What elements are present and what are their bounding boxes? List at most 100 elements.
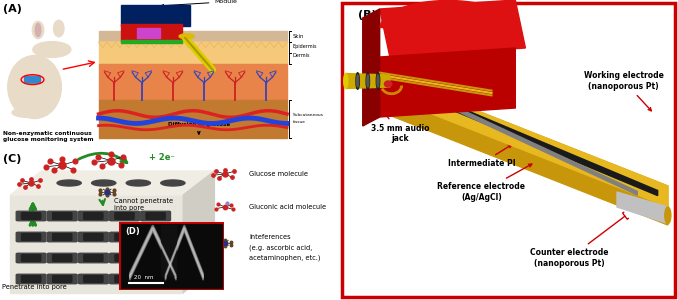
Ellipse shape xyxy=(367,75,369,87)
Point xyxy=(67,167,78,172)
Point xyxy=(102,193,113,198)
FancyBboxPatch shape xyxy=(146,255,165,261)
FancyBboxPatch shape xyxy=(47,211,77,221)
FancyBboxPatch shape xyxy=(119,222,224,290)
Polygon shape xyxy=(386,75,668,225)
Text: Subcutaneous: Subcutaneous xyxy=(293,113,324,117)
Polygon shape xyxy=(363,9,380,126)
Bar xyxy=(121,24,182,40)
Point xyxy=(220,241,231,245)
Point xyxy=(20,184,31,189)
Ellipse shape xyxy=(57,180,81,186)
FancyBboxPatch shape xyxy=(146,234,165,240)
Text: acetaminophen, etc.): acetaminophen, etc.) xyxy=(249,255,321,261)
Ellipse shape xyxy=(35,23,41,37)
FancyBboxPatch shape xyxy=(115,255,134,261)
Ellipse shape xyxy=(377,75,379,87)
Bar xyxy=(98,31,287,42)
FancyBboxPatch shape xyxy=(16,253,46,263)
Point xyxy=(108,188,119,193)
FancyBboxPatch shape xyxy=(47,232,77,242)
Point xyxy=(14,182,25,187)
Point xyxy=(35,178,45,183)
Ellipse shape xyxy=(12,108,43,117)
Text: Non-enzymatic continuous
glucose monitoring system: Non-enzymatic continuous glucose monitor… xyxy=(3,131,94,142)
FancyBboxPatch shape xyxy=(342,3,675,297)
Point xyxy=(26,176,37,181)
Bar xyxy=(121,40,182,43)
Ellipse shape xyxy=(356,73,359,89)
Text: (D): (D) xyxy=(125,227,140,236)
FancyBboxPatch shape xyxy=(141,232,170,242)
FancyBboxPatch shape xyxy=(79,253,108,263)
Point xyxy=(102,190,113,194)
FancyBboxPatch shape xyxy=(84,234,103,240)
FancyBboxPatch shape xyxy=(79,274,108,284)
Point xyxy=(102,190,113,194)
FancyBboxPatch shape xyxy=(47,274,77,284)
Point xyxy=(89,160,100,165)
Point xyxy=(115,163,126,167)
Point xyxy=(49,168,60,173)
FancyBboxPatch shape xyxy=(84,276,103,282)
Ellipse shape xyxy=(357,75,359,87)
Bar xyxy=(136,28,160,38)
Point xyxy=(228,169,239,174)
FancyBboxPatch shape xyxy=(47,253,77,263)
Point xyxy=(210,169,221,174)
Polygon shape xyxy=(400,81,637,195)
Point xyxy=(95,191,106,196)
FancyBboxPatch shape xyxy=(53,276,72,282)
Ellipse shape xyxy=(344,74,348,88)
FancyBboxPatch shape xyxy=(22,234,41,240)
Point xyxy=(40,164,51,169)
FancyBboxPatch shape xyxy=(141,211,170,221)
Point xyxy=(93,154,104,159)
Text: Epidermis: Epidermis xyxy=(293,44,317,49)
Ellipse shape xyxy=(126,180,151,186)
Polygon shape xyxy=(386,75,668,207)
Polygon shape xyxy=(393,80,658,196)
Text: Reference electrode
(Ag/AgCl): Reference electrode (Ag/AgCl) xyxy=(437,164,532,202)
FancyBboxPatch shape xyxy=(141,253,170,263)
FancyBboxPatch shape xyxy=(84,213,103,219)
FancyBboxPatch shape xyxy=(16,232,46,242)
Bar xyxy=(10,195,183,292)
FancyBboxPatch shape xyxy=(110,211,140,221)
Text: (A): (A) xyxy=(3,4,22,14)
Text: (C): (C) xyxy=(3,154,22,164)
Text: 20  nm: 20 nm xyxy=(134,275,154,280)
FancyBboxPatch shape xyxy=(115,276,134,282)
Bar xyxy=(121,5,190,26)
Text: (e.g. ascorbic acid,: (e.g. ascorbic acid, xyxy=(249,244,312,251)
Text: Module: Module xyxy=(161,0,237,7)
Point xyxy=(220,205,231,209)
Text: Counter electrode
(nanoporous Pt): Counter electrode (nanoporous Pt) xyxy=(530,212,629,268)
Point xyxy=(102,186,113,191)
Point xyxy=(225,239,236,244)
Polygon shape xyxy=(183,171,214,292)
Point xyxy=(220,244,231,248)
FancyBboxPatch shape xyxy=(24,76,41,83)
Point xyxy=(220,167,231,172)
Text: (B): (B) xyxy=(358,11,376,20)
Point xyxy=(210,206,221,211)
Text: Glucose molecule: Glucose molecule xyxy=(249,171,308,177)
Point xyxy=(95,188,106,193)
Text: Working electrode
(nanoporous Pt): Working electrode (nanoporous Pt) xyxy=(584,71,664,111)
FancyBboxPatch shape xyxy=(146,213,165,219)
Point xyxy=(213,202,224,207)
FancyBboxPatch shape xyxy=(110,232,140,242)
Point xyxy=(214,242,224,247)
Text: Intermediate PI: Intermediate PI xyxy=(447,145,515,168)
Point xyxy=(227,207,238,212)
Text: Penetrate into pore: Penetrate into pore xyxy=(2,284,67,290)
FancyBboxPatch shape xyxy=(115,234,134,240)
Text: Inteferences: Inteferences xyxy=(249,234,291,240)
Point xyxy=(108,191,119,196)
Ellipse shape xyxy=(33,21,44,39)
Text: + 2e⁻: + 2e⁻ xyxy=(148,153,174,162)
Ellipse shape xyxy=(376,73,380,89)
Point xyxy=(97,164,108,168)
FancyBboxPatch shape xyxy=(22,276,41,282)
